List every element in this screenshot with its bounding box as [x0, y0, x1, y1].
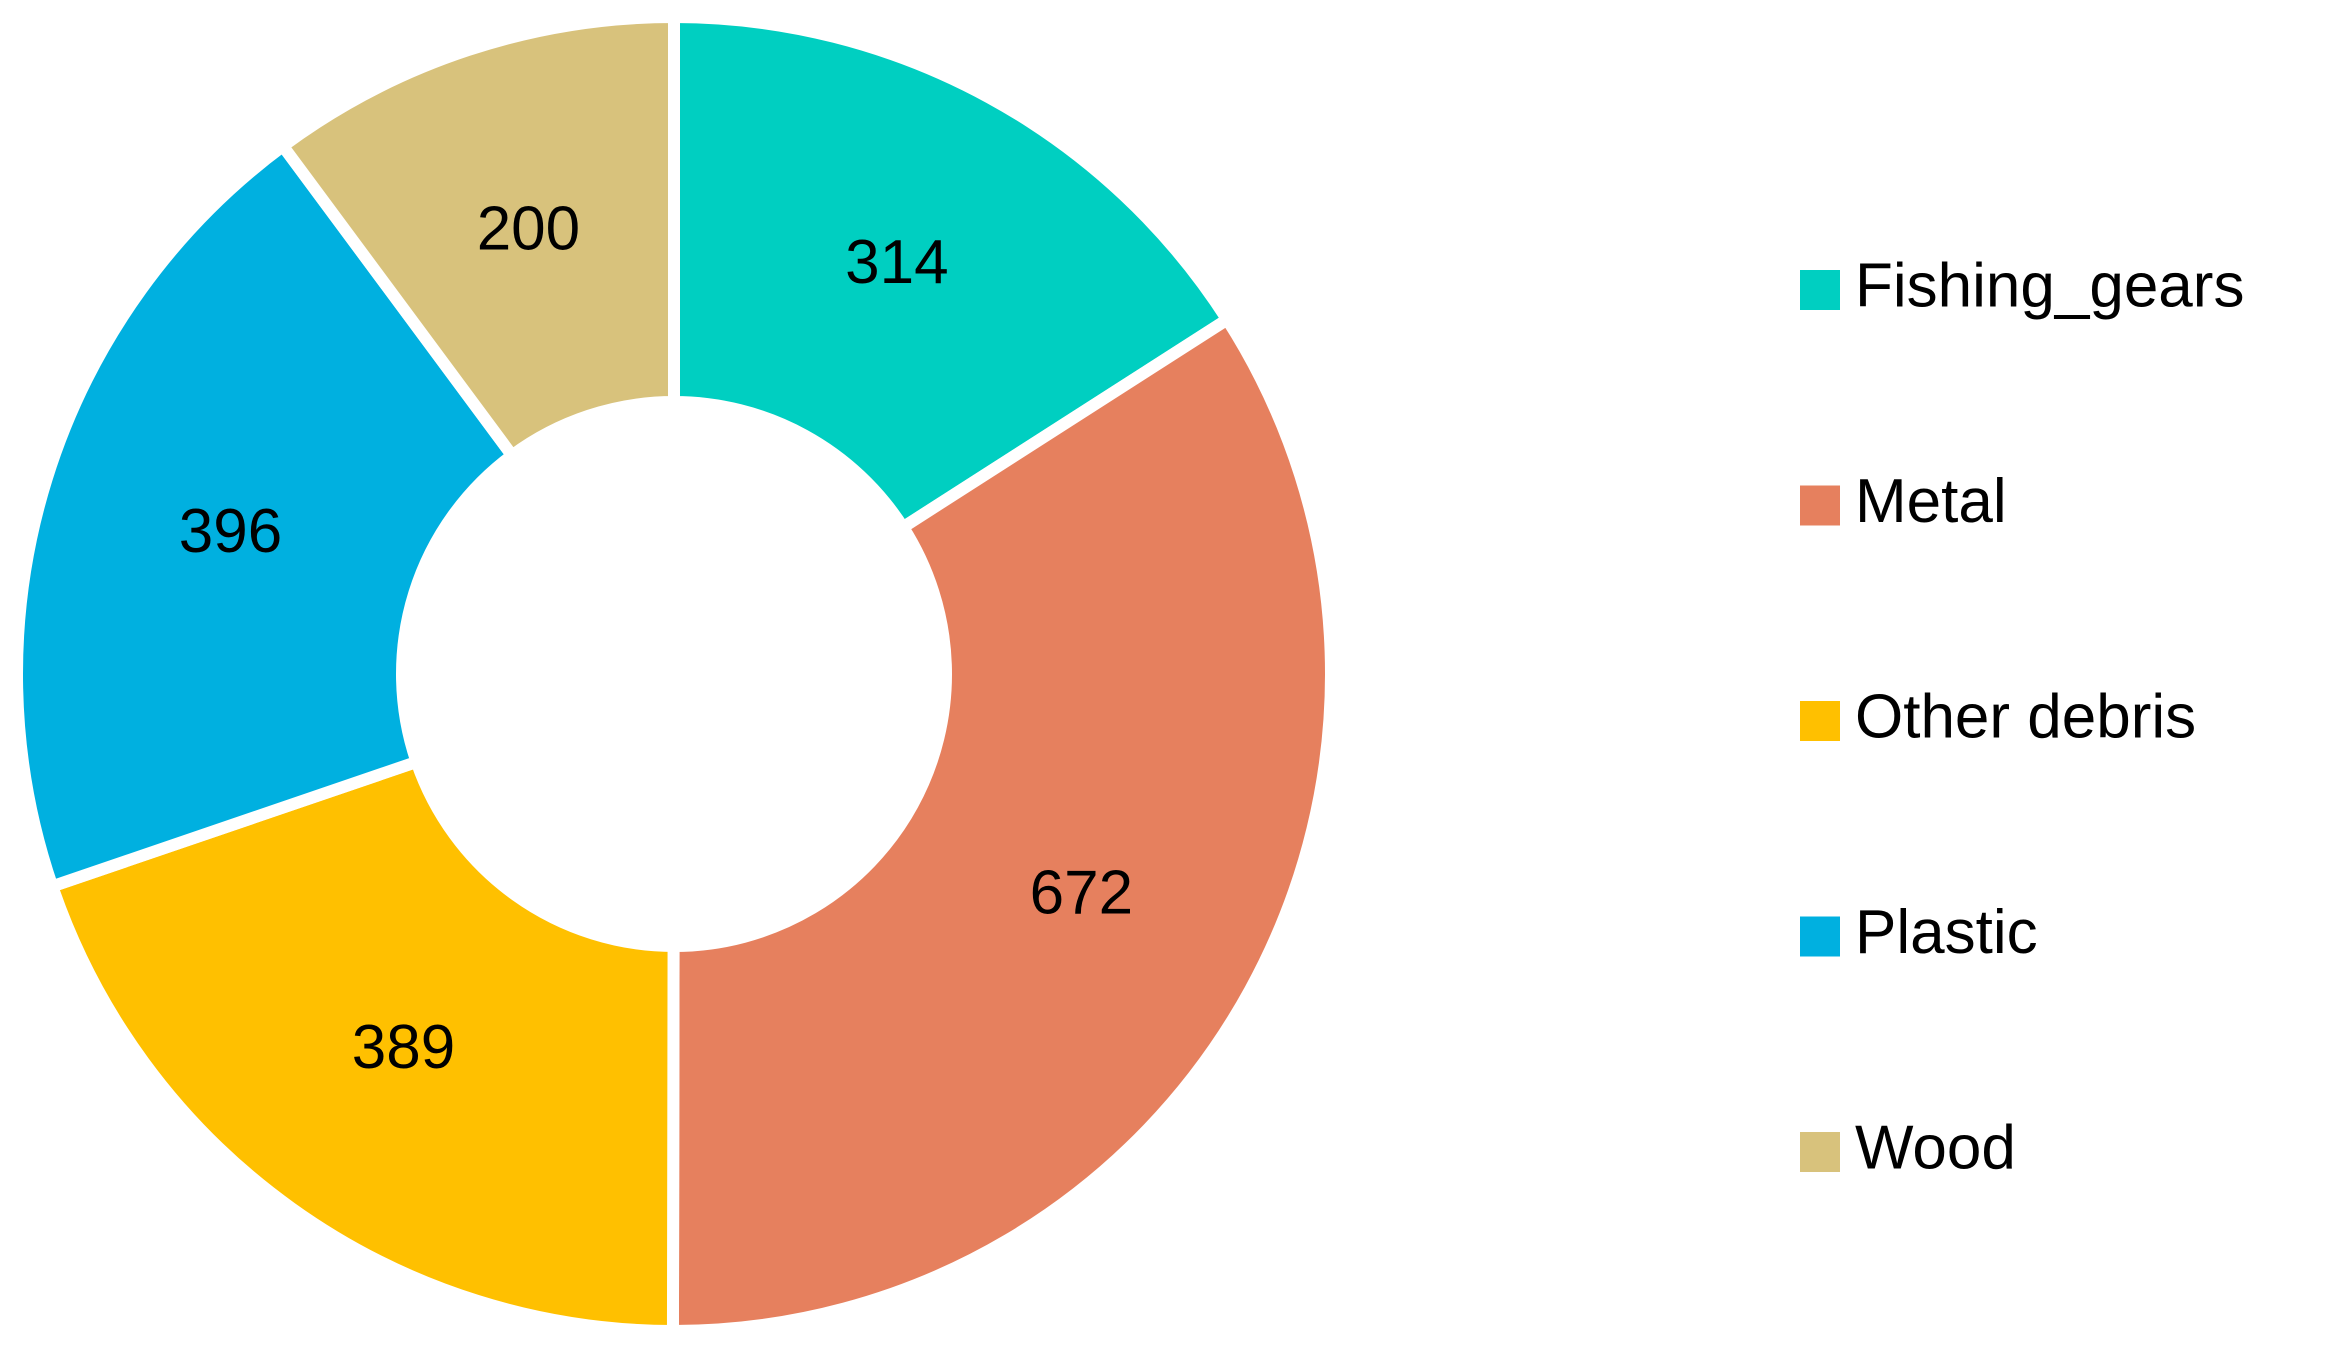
legend-swatch [1800, 701, 1840, 741]
data-label: 396 [179, 497, 282, 566]
donut-slice [44, 754, 680, 1338]
donut-slice [666, 311, 1337, 1338]
legend-label: Plastic [1855, 898, 2038, 967]
data-label: 314 [845, 228, 948, 297]
legend-swatch [1800, 485, 1840, 526]
data-label: 200 [477, 194, 580, 263]
donut-slice [11, 137, 521, 894]
legend-label: Wood [1855, 1113, 2016, 1182]
legend-swatch [1800, 916, 1840, 957]
legend-label: Fishing_gears [1855, 251, 2244, 320]
data-label: 389 [352, 1013, 455, 1082]
data-label: 672 [1030, 859, 1133, 928]
donut-slice [668, 10, 1236, 536]
donut-slice [274, 10, 680, 464]
legend-label: Metal [1855, 467, 2007, 536]
legend-swatch [1800, 270, 1840, 310]
legend-swatch [1800, 1132, 1840, 1172]
legend-label: Other debris [1855, 682, 2196, 751]
